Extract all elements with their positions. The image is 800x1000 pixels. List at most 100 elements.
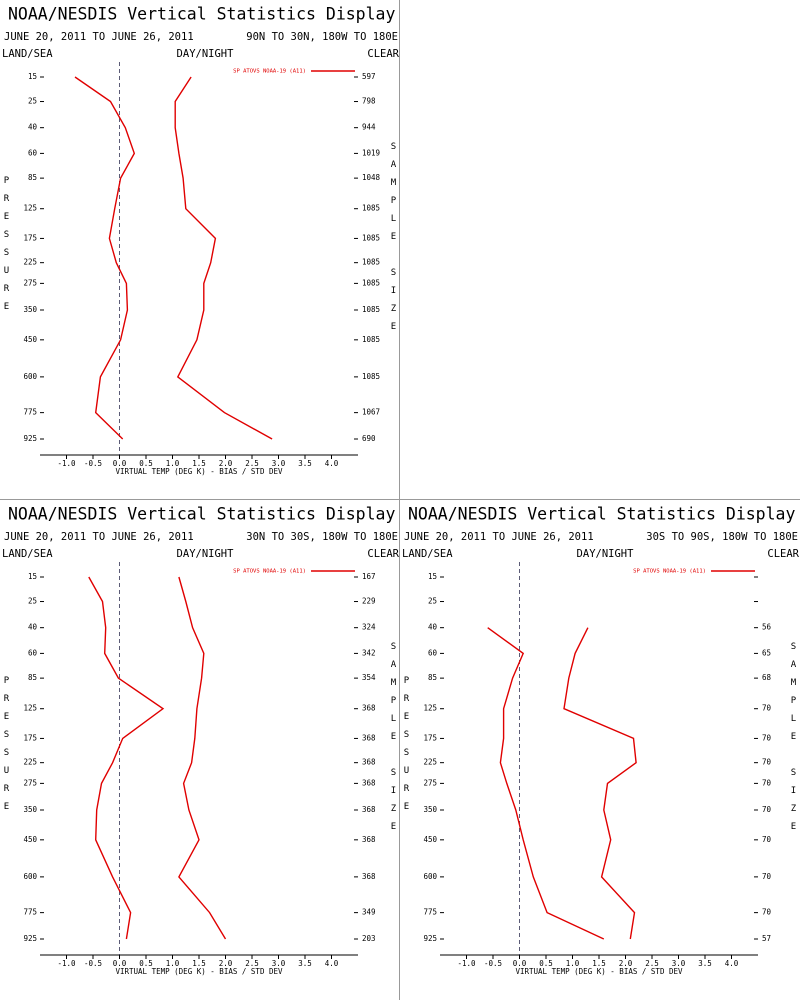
sample-size-label: 70 <box>762 872 772 881</box>
x-tick-label: 0.5 <box>139 459 153 468</box>
y-tick-label: 60 <box>428 648 438 657</box>
sample-size-label: 368 <box>362 872 376 881</box>
bias-line <box>487 627 605 940</box>
sample-size-label: 342 <box>362 648 376 657</box>
x-tick-label: 1.5 <box>192 959 206 968</box>
x-tick-label: -1.0 <box>57 459 76 468</box>
y-tick-label: 40 <box>28 123 38 132</box>
y-tick-label: 15 <box>428 572 437 581</box>
y-tick-label: 450 <box>423 835 437 844</box>
y-tick-label: 600 <box>23 872 37 881</box>
sample-size-label: 1085 <box>362 278 380 287</box>
sample-size-label: 70 <box>762 733 772 742</box>
x-tick-label: 0.0 <box>113 959 127 968</box>
clear: CLEAR <box>767 548 799 560</box>
x-tick-label: 0.5 <box>539 959 553 968</box>
y-tick-label: 40 <box>28 623 38 632</box>
sample-size-label: 167 <box>362 572 376 581</box>
subtitle: JUNE 20, 2011 TO JUNE 26, 2011 <box>4 31 194 43</box>
y-tick-label: 600 <box>23 372 37 381</box>
y-tick-label: 85 <box>28 173 37 182</box>
sample-size-label: 70 <box>762 778 772 787</box>
y-tick-label: 925 <box>423 934 437 943</box>
y-tick-label: 125 <box>23 704 37 713</box>
x-tick-label: 0.0 <box>513 959 527 968</box>
x-tick-label: 0.5 <box>139 959 153 968</box>
x-axis-label: VIRTUAL TEMP (DEG K) - BIAS / STD DEV <box>115 967 283 976</box>
sample-size-label: 368 <box>362 778 376 787</box>
day-night: DAY/NIGHT <box>177 48 235 60</box>
sample-size-label: 1085 <box>362 335 380 344</box>
subtitle: JUNE 20, 2011 TO JUNE 26, 2011 <box>404 531 594 543</box>
land-sea: LAND/SEA <box>2 48 53 60</box>
x-tick-label: -0.5 <box>84 459 102 468</box>
x-tick-label: 2.0 <box>619 959 633 968</box>
y-tick-label: 60 <box>28 148 38 157</box>
y-tick-label: 350 <box>23 305 37 314</box>
region: 30N TO 30S, 180W TO 180E <box>246 531 398 543</box>
sample-size-label: 203 <box>362 934 376 943</box>
std-dev-line <box>174 76 273 440</box>
region: 90N TO 30N, 180W TO 180E <box>246 31 398 43</box>
x-tick-label: 3.5 <box>298 959 312 968</box>
y-tick-label: 350 <box>423 805 437 814</box>
y-tick-label: 225 <box>23 258 37 267</box>
y-tick-label: 60 <box>28 648 38 657</box>
day-night: DAY/NIGHT <box>177 548 235 560</box>
x-tick-label: 4.0 <box>325 959 339 968</box>
sample-size-label: 56 <box>762 623 772 632</box>
sample-size-label: 65 <box>762 648 771 657</box>
y-tick-label: 15 <box>28 572 37 581</box>
x-tick-label: -0.5 <box>84 959 102 968</box>
x-axis-label: VIRTUAL TEMP (DEG K) - BIAS / STD DEV <box>515 967 683 976</box>
sample-size-label: 1085 <box>362 258 380 267</box>
x-tick-label: 2.5 <box>245 959 259 968</box>
sample-size-label: 798 <box>362 97 376 106</box>
sample-size-label: 1085 <box>362 305 380 314</box>
y-tick-label: 175 <box>423 733 437 742</box>
sample-size-label: 690 <box>362 434 376 443</box>
sample-size-label: 70 <box>762 908 772 917</box>
sample-size-label: 368 <box>362 733 376 742</box>
x-axis-label: VIRTUAL TEMP (DEG K) - BIAS / STD DEV <box>115 467 283 476</box>
x-tick-label: 2.5 <box>245 459 259 468</box>
y-tick-label: 275 <box>23 278 37 287</box>
title: NOAA/NESDIS Vertical Statistics Display <box>8 505 395 524</box>
y-tick-label: 25 <box>28 97 37 106</box>
clear: CLEAR <box>367 548 399 560</box>
sample-size-label: 349 <box>362 908 376 917</box>
std-dev-line <box>178 576 227 940</box>
y-axis-label: PRESSURE <box>2 176 12 320</box>
x-tick-label: 3.0 <box>672 959 686 968</box>
y-tick-label: 450 <box>23 335 37 344</box>
x-tick-label: 4.0 <box>725 959 739 968</box>
x-tick-label: 2.0 <box>219 459 233 468</box>
y-tick-label: 25 <box>428 597 437 606</box>
y-tick-label: 350 <box>23 805 37 814</box>
x-tick-label: 3.0 <box>272 459 286 468</box>
y-tick-label: 40 <box>428 623 438 632</box>
x-tick-label: 4.0 <box>325 459 339 468</box>
y2-axis-label: SAMPLE SIZE <box>389 142 399 340</box>
sample-size-label: 1067 <box>362 408 380 417</box>
sample-size-label: 70 <box>762 704 772 713</box>
y-tick-label: 125 <box>423 704 437 713</box>
y-tick-label: 450 <box>23 835 37 844</box>
y-axis-label: PRESSURE <box>2 676 12 820</box>
x-tick-label: 3.5 <box>698 959 712 968</box>
sample-size-label: 368 <box>362 704 376 713</box>
sample-size-label: 1085 <box>362 204 380 213</box>
x-tick-label: 1.0 <box>166 459 180 468</box>
y-tick-label: 600 <box>423 872 437 881</box>
clear: CLEAR <box>367 48 399 60</box>
sample-size-label: 368 <box>362 805 376 814</box>
y-tick-label: 925 <box>23 434 37 443</box>
y-tick-label: 275 <box>23 778 37 787</box>
land-sea: LAND/SEA <box>2 548 53 560</box>
sample-size-label: 368 <box>362 758 376 767</box>
sample-size-label: 1019 <box>362 148 380 157</box>
x-tick-label: -1.0 <box>57 959 76 968</box>
sample-size-label: 70 <box>762 758 772 767</box>
y2-axis-label: SAMPLE SIZE <box>789 642 799 840</box>
